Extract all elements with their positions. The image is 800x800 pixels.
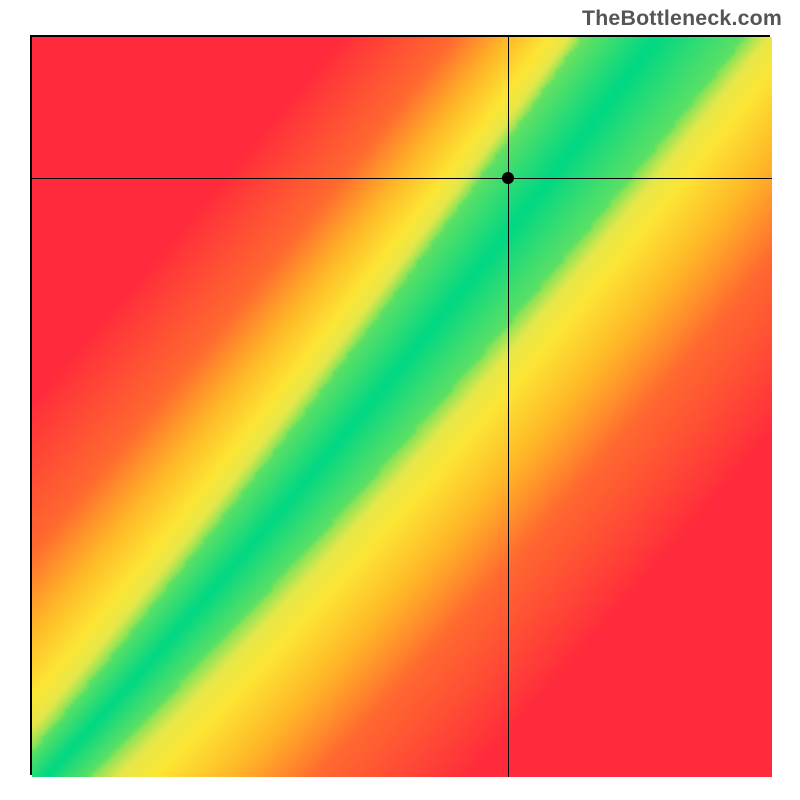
heatmap-plot-area	[30, 35, 770, 775]
watermark-text: TheBottleneck.com	[582, 6, 782, 31]
bottleneck-heatmap: TheBottleneck.com	[0, 0, 800, 800]
heatmap-canvas	[32, 37, 772, 777]
